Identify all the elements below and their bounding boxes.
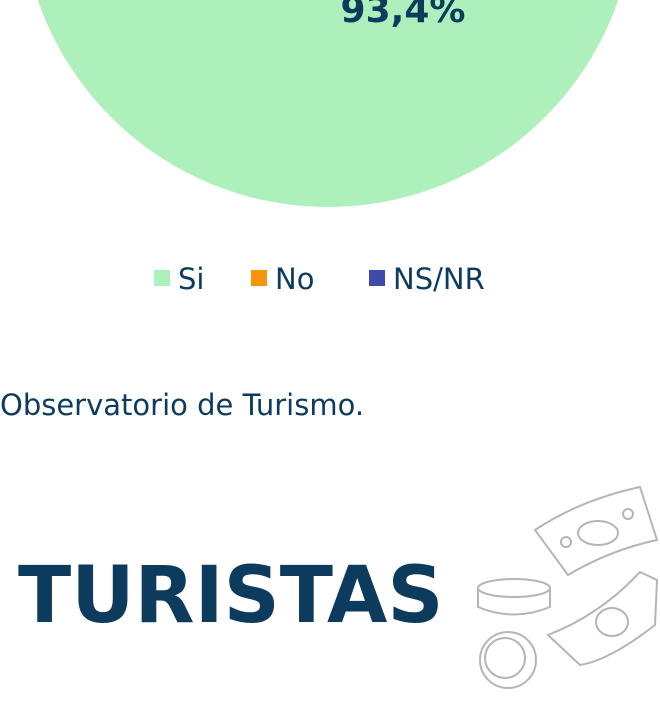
pie-slice (37, 0, 619, 207)
legend-label: No (275, 262, 314, 296)
heading: TURISTAS (18, 551, 444, 641)
legend-swatch (154, 270, 170, 286)
legend-swatch (369, 270, 385, 286)
pie-label: 93,4% (341, 0, 466, 31)
legend-label: Si (178, 262, 204, 296)
legend-label: NS/NR (393, 262, 485, 296)
legend: Si No NS/NR (154, 262, 485, 296)
source: Observatorio de Turismo. (0, 388, 364, 422)
legend-swatch (251, 270, 267, 286)
money-illustration (477, 485, 659, 689)
